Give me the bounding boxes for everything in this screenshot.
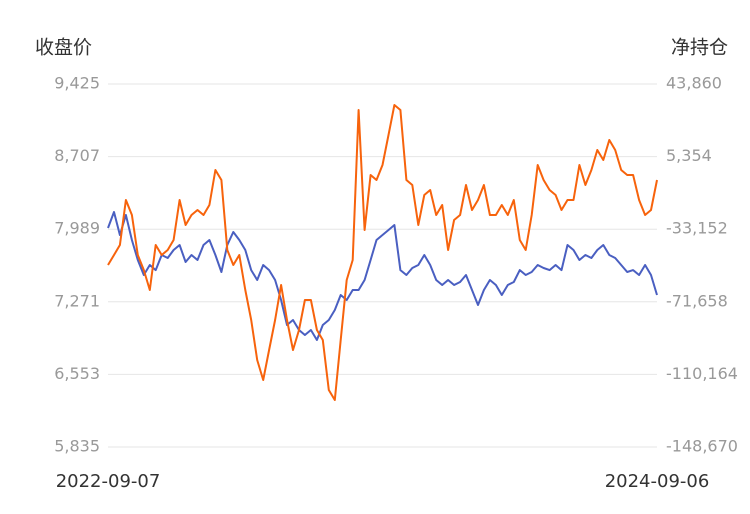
y2-tick-label: -148,670	[666, 437, 738, 456]
y2-tick-label: -110,164	[666, 364, 738, 383]
y-tick-label: 8,707	[54, 146, 100, 165]
y-tick-label: 7,989	[54, 219, 100, 238]
y2-tick-label: -71,658	[666, 291, 728, 310]
y-axis-title: 收盘价	[35, 37, 92, 59]
data-line	[107, 104, 658, 401]
y-tick-label: 5,835	[54, 437, 100, 456]
x-tick-label: 2024-09-06	[605, 471, 710, 492]
y-tick-label: 7,271	[54, 291, 100, 310]
y2-tick-label: -33,152	[666, 219, 728, 238]
y2-tick-label: 43,860	[666, 74, 722, 93]
y-tick-label: 6,553	[54, 364, 100, 383]
y2-axis-title: 净持仓	[671, 37, 728, 59]
data-line	[107, 211, 658, 341]
x-tick-label: 2022-09-07	[56, 471, 161, 492]
y2-tick-label: 5,354	[666, 146, 712, 165]
y-tick-label: 9,425	[54, 74, 100, 93]
